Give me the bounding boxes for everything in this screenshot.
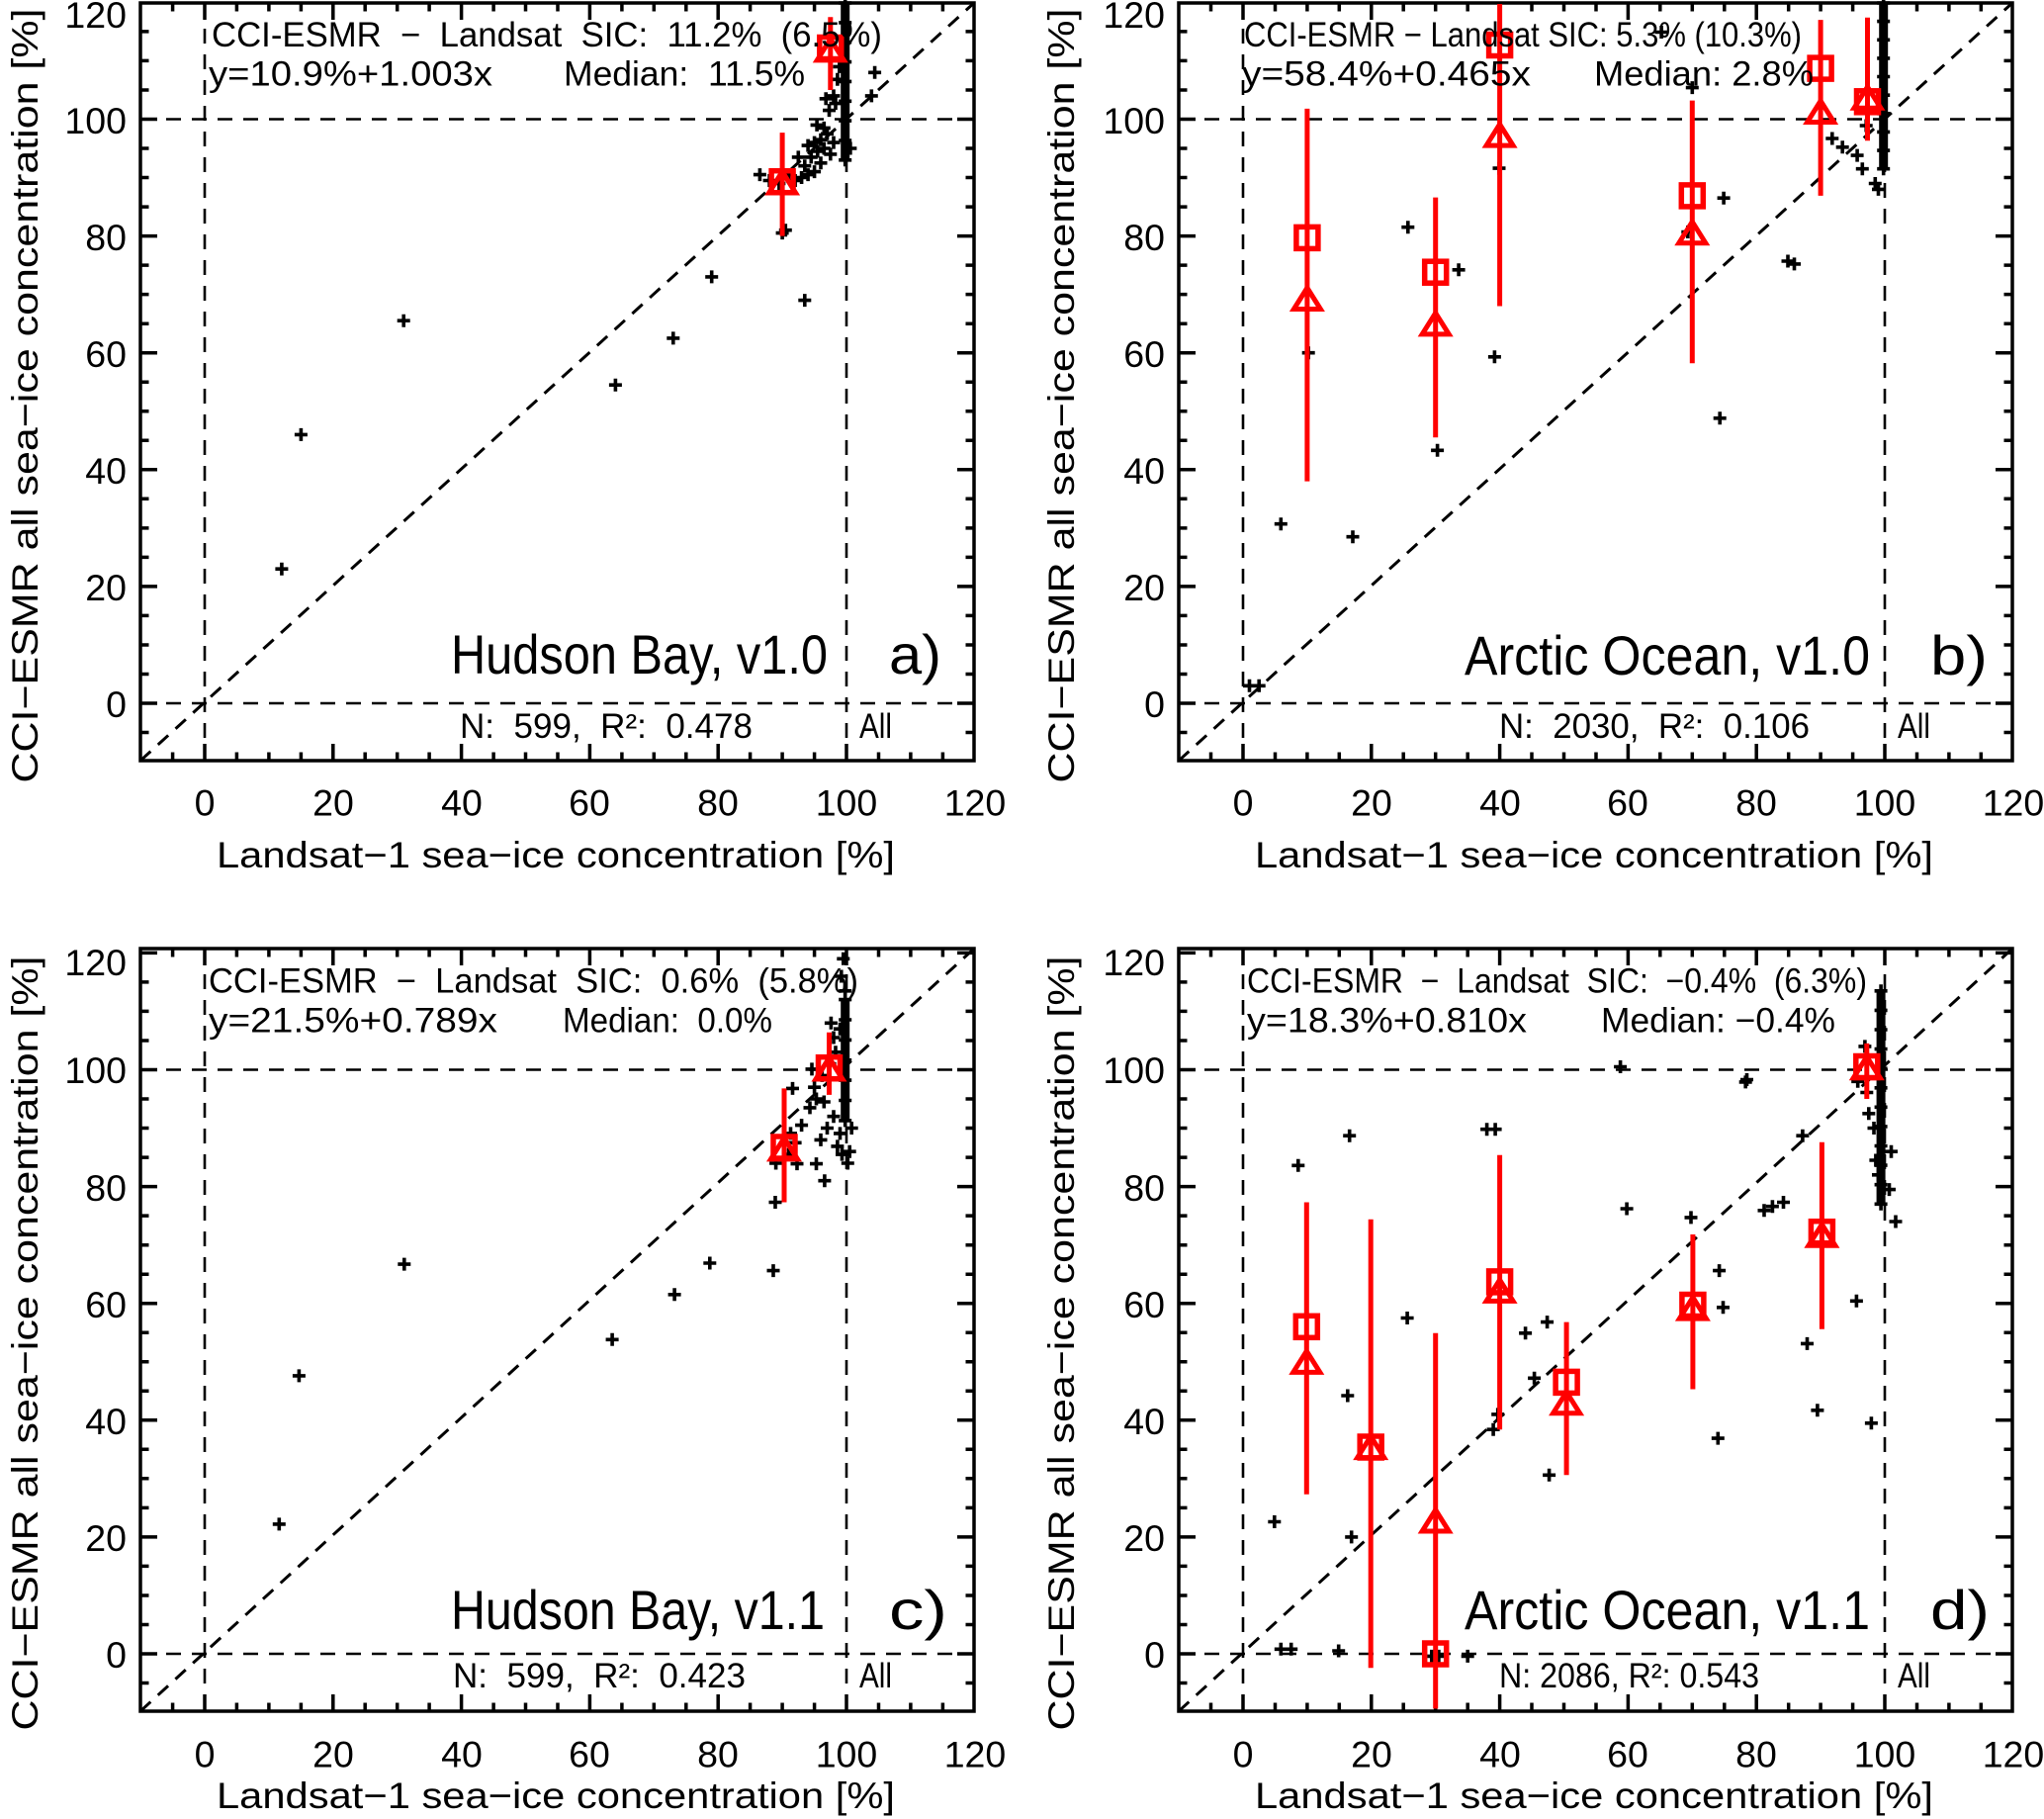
svg-text:20: 20 bbox=[85, 567, 127, 608]
svg-text:CCI−ESMR all sea−ice concentra: CCI−ESMR all sea−ice concentration [%] bbox=[4, 956, 45, 1731]
svg-text:120: 120 bbox=[1983, 782, 2044, 824]
svg-text:0: 0 bbox=[195, 782, 216, 824]
svg-text:40: 40 bbox=[1123, 450, 1165, 492]
svg-text:Arctic Ocean, v1.0: Arctic Ocean, v1.0 bbox=[1465, 624, 1870, 686]
svg-text:N: 2030, R²: 0.106: N: 2030, R²: 0.106 bbox=[1499, 707, 1810, 746]
svg-text:60: 60 bbox=[569, 782, 610, 824]
svg-text:120: 120 bbox=[1103, 942, 1165, 983]
svg-text:120: 120 bbox=[1103, 0, 1165, 36]
svg-text:20: 20 bbox=[1123, 567, 1165, 608]
svg-text:Median: 0.0%: Median: 0.0% bbox=[563, 1002, 772, 1041]
svg-text:All: All bbox=[1898, 707, 1930, 746]
svg-text:100: 100 bbox=[64, 100, 127, 141]
svg-text:Landsat−1 sea−ice concentratio: Landsat−1 sea−ice concentration [%] bbox=[1255, 834, 1933, 875]
svg-text:80: 80 bbox=[1123, 217, 1165, 258]
svg-text:Median: −0.4%: Median: −0.4% bbox=[1601, 1002, 1835, 1041]
svg-text:40: 40 bbox=[441, 1734, 483, 1775]
svg-text:120: 120 bbox=[64, 942, 127, 983]
svg-text:40: 40 bbox=[1479, 782, 1521, 824]
svg-text:0: 0 bbox=[1144, 683, 1165, 725]
svg-text:CCI−ESMR all sea−ice concentra: CCI−ESMR all sea−ice concentration [%] bbox=[1040, 9, 1082, 783]
svg-text:20: 20 bbox=[312, 782, 354, 824]
svg-text:0: 0 bbox=[1144, 1634, 1165, 1676]
svg-text:0: 0 bbox=[1233, 1734, 1254, 1775]
svg-text:CCI-ESMR − Landsat SIC: 11: CCI-ESMR − Landsat SIC: 11.2% (6.5%) bbox=[212, 16, 882, 54]
svg-text:CCI-ESMR − Landsat SIC: −0: CCI-ESMR − Landsat SIC: −0.4% (6.3%) bbox=[1247, 962, 1867, 1001]
svg-text:CCI−ESMR all sea−ice concentra: CCI−ESMR all sea−ice concentration [%] bbox=[4, 9, 45, 783]
svg-text:60: 60 bbox=[1607, 782, 1648, 824]
svg-text:20: 20 bbox=[1123, 1517, 1165, 1559]
svg-text:N: 599, R²: 0.478: N: 599, R²: 0.478 bbox=[460, 707, 753, 746]
svg-text:All: All bbox=[859, 1657, 892, 1695]
svg-text:0: 0 bbox=[195, 1734, 216, 1775]
svg-text:40: 40 bbox=[85, 1401, 127, 1442]
svg-text:80: 80 bbox=[1123, 1167, 1165, 1209]
svg-text:20: 20 bbox=[312, 1734, 354, 1775]
svg-text:N: 2086, R²: 0.543: N: 2086, R²: 0.543 bbox=[1499, 1657, 1759, 1695]
svg-text:N: 599, R²: 0.423: N: 599, R²: 0.423 bbox=[453, 1657, 746, 1695]
svg-text:a): a) bbox=[889, 623, 941, 685]
svg-text:Arctic Ocean, v1.1: Arctic Ocean, v1.1 bbox=[1465, 1579, 1870, 1641]
svg-text:100: 100 bbox=[816, 782, 878, 824]
svg-text:80: 80 bbox=[1735, 782, 1777, 824]
svg-text:80: 80 bbox=[1735, 1734, 1777, 1775]
svg-text:Median: 2.8%: Median: 2.8% bbox=[1594, 55, 1814, 94]
svg-text:Landsat−1 sea−ice concentratio: Landsat−1 sea−ice concentration [%] bbox=[217, 834, 895, 875]
svg-text:Median: 11.5%: Median: 11.5% bbox=[564, 55, 805, 94]
svg-text:60: 60 bbox=[1123, 1284, 1165, 1325]
svg-text:100: 100 bbox=[816, 1734, 878, 1775]
svg-text:20: 20 bbox=[1351, 782, 1392, 824]
svg-text:60: 60 bbox=[1123, 333, 1165, 375]
svg-text:100: 100 bbox=[1854, 1734, 1916, 1775]
svg-text:0: 0 bbox=[106, 1634, 127, 1676]
svg-text:40: 40 bbox=[85, 450, 127, 492]
svg-text:100: 100 bbox=[1103, 1049, 1165, 1091]
svg-text:All: All bbox=[859, 707, 892, 746]
svg-text:y=21.5%+0.789x: y=21.5%+0.789x bbox=[209, 1002, 498, 1041]
svg-text:b): b) bbox=[1930, 624, 1988, 686]
svg-text:CCI-ESMR − Landsat SIC: 5.3% (: CCI-ESMR − Landsat SIC: 5.3% (10.3%) bbox=[1244, 16, 1802, 54]
svg-text:60: 60 bbox=[1607, 1734, 1648, 1775]
svg-text:80: 80 bbox=[697, 782, 739, 824]
svg-text:0: 0 bbox=[106, 683, 127, 725]
svg-text:All: All bbox=[1898, 1657, 1930, 1695]
svg-text:60: 60 bbox=[569, 1734, 610, 1775]
svg-text:20: 20 bbox=[85, 1517, 127, 1559]
svg-text:y=58.4%+0.465x: y=58.4%+0.465x bbox=[1242, 55, 1532, 94]
svg-text:60: 60 bbox=[85, 1284, 127, 1325]
svg-text:40: 40 bbox=[1123, 1401, 1165, 1442]
svg-text:80: 80 bbox=[697, 1734, 739, 1775]
svg-text:120: 120 bbox=[64, 0, 127, 36]
svg-text:100: 100 bbox=[64, 1049, 127, 1091]
svg-text:120: 120 bbox=[944, 1734, 1007, 1775]
svg-text:120: 120 bbox=[944, 782, 1007, 824]
svg-text:c): c) bbox=[889, 1579, 947, 1641]
svg-text:100: 100 bbox=[1103, 100, 1165, 141]
svg-text:40: 40 bbox=[1479, 1734, 1521, 1775]
svg-text:d): d) bbox=[1930, 1579, 1990, 1641]
svg-text:Hudson Bay, v1.1: Hudson Bay, v1.1 bbox=[451, 1579, 825, 1641]
svg-text:y=10.9%+1.003x: y=10.9%+1.003x bbox=[209, 55, 493, 94]
svg-text:80: 80 bbox=[85, 1167, 127, 1209]
svg-text:20: 20 bbox=[1351, 1734, 1392, 1775]
svg-text:120: 120 bbox=[1983, 1734, 2044, 1775]
svg-text:100: 100 bbox=[1854, 782, 1916, 824]
svg-text:Landsat−1 sea−ice concentratio: Landsat−1 sea−ice concentration [%] bbox=[1255, 1774, 1933, 1816]
svg-text:Landsat−1 sea−ice concentratio: Landsat−1 sea−ice concentration [%] bbox=[217, 1774, 895, 1816]
svg-text:CCI-ESMR − Landsat SIC: 0.: CCI-ESMR − Landsat SIC: 0.6% (5.8%) bbox=[209, 962, 858, 1001]
svg-text:80: 80 bbox=[85, 217, 127, 258]
svg-text:40: 40 bbox=[441, 782, 483, 824]
svg-text:60: 60 bbox=[85, 333, 127, 375]
svg-text:Hudson Bay, v1.0: Hudson Bay, v1.0 bbox=[451, 623, 828, 685]
svg-text:CCI−ESMR all sea−ice concentra: CCI−ESMR all sea−ice concentration [%] bbox=[1040, 956, 1082, 1731]
svg-text:y=18.3%+0.810x: y=18.3%+0.810x bbox=[1247, 1002, 1528, 1041]
svg-text:0: 0 bbox=[1233, 782, 1254, 824]
